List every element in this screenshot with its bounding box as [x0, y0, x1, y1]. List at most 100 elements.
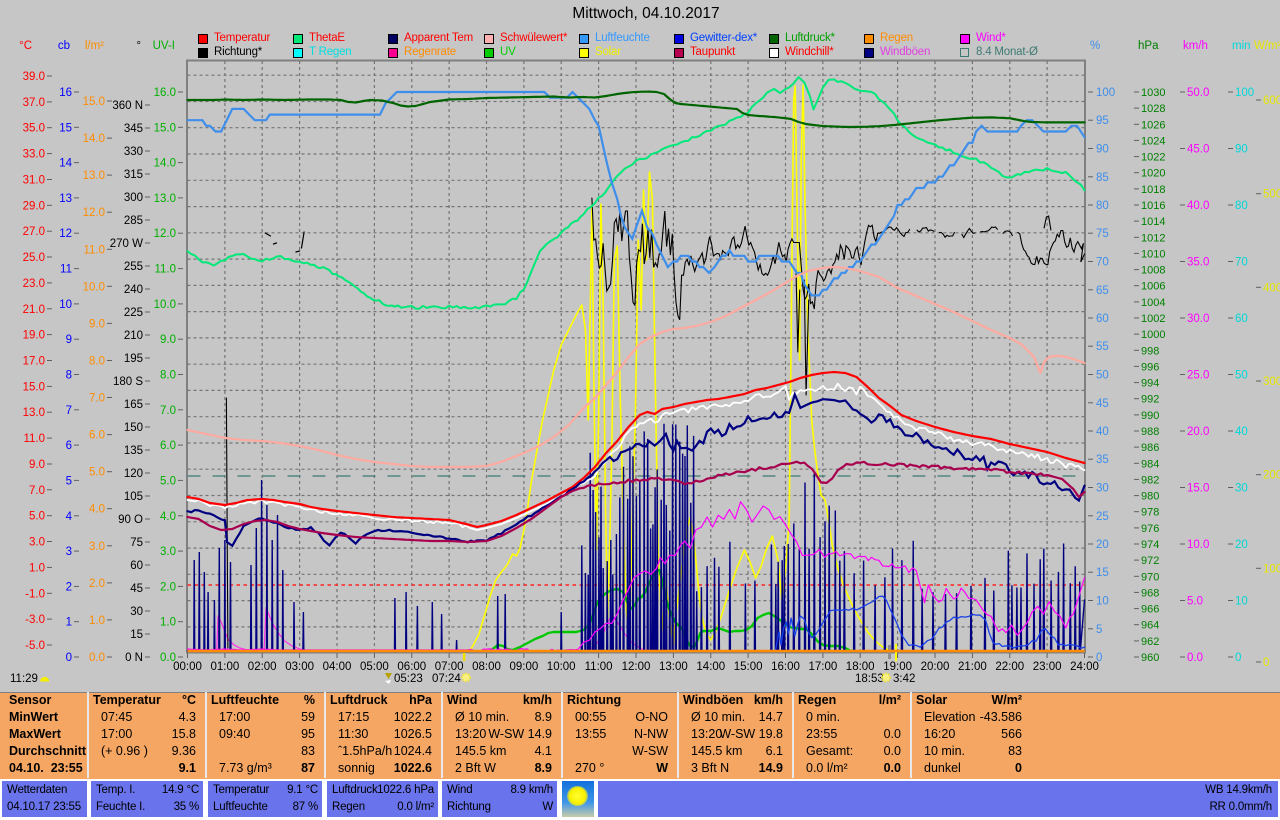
svg-text:km/h: km/h: [1183, 40, 1208, 52]
svg-text:210: 210: [124, 330, 143, 342]
svg-text:1016: 1016: [1141, 200, 1165, 212]
svg-text:3.0: 3.0: [29, 537, 45, 549]
svg-text:16:00: 16:00: [771, 661, 800, 673]
svg-text:0 N: 0 N: [125, 652, 143, 664]
svg-text:195: 195: [124, 353, 143, 365]
svg-text:986: 986: [1141, 442, 1159, 454]
svg-text:45.0: 45.0: [1187, 144, 1209, 156]
svg-text:200: 200: [1263, 470, 1280, 482]
svg-text:50.0: 50.0: [1187, 87, 1209, 99]
svg-text:1004: 1004: [1141, 297, 1165, 309]
svg-text:15: 15: [130, 629, 143, 641]
svg-text:982: 982: [1141, 474, 1159, 486]
svg-text:13.0: 13.0: [83, 170, 105, 182]
svg-text:360 N: 360 N: [112, 100, 143, 112]
svg-text:105: 105: [124, 491, 143, 503]
svg-text:10: 10: [1235, 596, 1248, 608]
svg-text:35.0: 35.0: [23, 123, 45, 135]
svg-text:21.0: 21.0: [23, 304, 45, 316]
svg-text:35: 35: [1096, 454, 1109, 466]
svg-text:8.0: 8.0: [89, 356, 105, 368]
svg-text:972: 972: [1141, 555, 1159, 567]
svg-text:30: 30: [1096, 483, 1109, 495]
svg-text:1000: 1000: [1141, 329, 1165, 341]
svg-text:1022: 1022: [1141, 152, 1165, 164]
svg-text:20: 20: [1096, 539, 1109, 551]
svg-text:90 O: 90 O: [118, 514, 143, 526]
svg-text:75: 75: [130, 537, 143, 549]
svg-text:300: 300: [124, 192, 143, 204]
svg-text:04:00: 04:00: [323, 661, 352, 673]
svg-text:1.0: 1.0: [160, 617, 176, 629]
svg-text:4.0: 4.0: [89, 504, 105, 516]
svg-text:12:00: 12:00: [622, 661, 651, 673]
svg-text:60: 60: [130, 560, 143, 572]
svg-text:95: 95: [1096, 115, 1109, 127]
svg-text:9.0: 9.0: [29, 459, 45, 471]
svg-text:1.0: 1.0: [29, 562, 45, 574]
svg-text:3.0: 3.0: [89, 541, 105, 553]
svg-text:2: 2: [66, 581, 72, 593]
svg-text:345: 345: [124, 123, 143, 135]
svg-text:962: 962: [1141, 636, 1159, 648]
svg-text:16: 16: [59, 87, 72, 99]
svg-text:13: 13: [59, 193, 72, 205]
svg-text:0.0: 0.0: [1187, 652, 1203, 664]
svg-text:50: 50: [1235, 370, 1248, 382]
svg-text:240: 240: [124, 284, 143, 296]
svg-text:29.0: 29.0: [23, 200, 45, 212]
svg-text:1024: 1024: [1141, 135, 1165, 147]
svg-text:996: 996: [1141, 361, 1159, 373]
svg-text:65: 65: [1096, 285, 1109, 297]
svg-text:1018: 1018: [1141, 184, 1165, 196]
svg-text:100: 100: [1235, 87, 1254, 99]
svg-text:l/m²: l/m²: [85, 40, 104, 52]
svg-text:11.0: 11.0: [154, 264, 176, 276]
svg-text:998: 998: [1141, 345, 1159, 357]
svg-text:1028: 1028: [1141, 103, 1165, 115]
svg-text:12.0: 12.0: [154, 228, 176, 240]
svg-text:270 W: 270 W: [110, 238, 143, 250]
svg-text:05:23: 05:23: [394, 673, 423, 685]
svg-text:315: 315: [124, 169, 143, 181]
svg-text:1030: 1030: [1141, 87, 1165, 99]
svg-text:15: 15: [1096, 567, 1109, 579]
svg-text:80: 80: [1235, 200, 1248, 212]
svg-text:180 S: 180 S: [113, 376, 143, 388]
svg-text:35.0: 35.0: [1187, 257, 1209, 269]
svg-text:22:00: 22:00: [995, 661, 1024, 673]
svg-text:1012: 1012: [1141, 232, 1165, 244]
svg-text:21:00: 21:00: [958, 661, 987, 673]
svg-text:150: 150: [124, 422, 143, 434]
svg-text:31.0: 31.0: [23, 175, 45, 187]
svg-text:40: 40: [1235, 426, 1248, 438]
svg-text:2.0: 2.0: [160, 581, 176, 593]
svg-text:1: 1: [66, 617, 72, 629]
svg-text:7.0: 7.0: [29, 485, 45, 497]
svg-text:8: 8: [66, 370, 72, 382]
svg-text:60: 60: [1235, 313, 1248, 325]
svg-text:968: 968: [1141, 587, 1159, 599]
svg-text:0.0: 0.0: [160, 652, 176, 664]
svg-text:15.0: 15.0: [1187, 483, 1209, 495]
svg-text:9: 9: [66, 334, 72, 346]
svg-text:16.0: 16.0: [154, 87, 176, 99]
svg-text:974: 974: [1141, 539, 1159, 551]
svg-text:100: 100: [1263, 563, 1280, 575]
svg-text:85: 85: [1096, 172, 1109, 184]
svg-text:5: 5: [1096, 624, 1102, 636]
svg-text:4: 4: [66, 511, 73, 523]
svg-text:11:00: 11:00: [585, 661, 613, 673]
svg-text:3: 3: [66, 546, 72, 558]
svg-text:5.0: 5.0: [89, 467, 105, 479]
svg-text:23.0: 23.0: [23, 278, 45, 290]
svg-text:50: 50: [1096, 370, 1109, 382]
svg-text:5.0: 5.0: [29, 511, 45, 523]
svg-text:9.0: 9.0: [89, 318, 105, 330]
svg-text:984: 984: [1141, 458, 1159, 470]
svg-text:20:00: 20:00: [921, 661, 950, 673]
svg-text:06:00: 06:00: [397, 661, 426, 673]
svg-text:10: 10: [1096, 596, 1109, 608]
svg-text:80: 80: [1096, 200, 1109, 212]
svg-text:19.0: 19.0: [23, 330, 45, 342]
